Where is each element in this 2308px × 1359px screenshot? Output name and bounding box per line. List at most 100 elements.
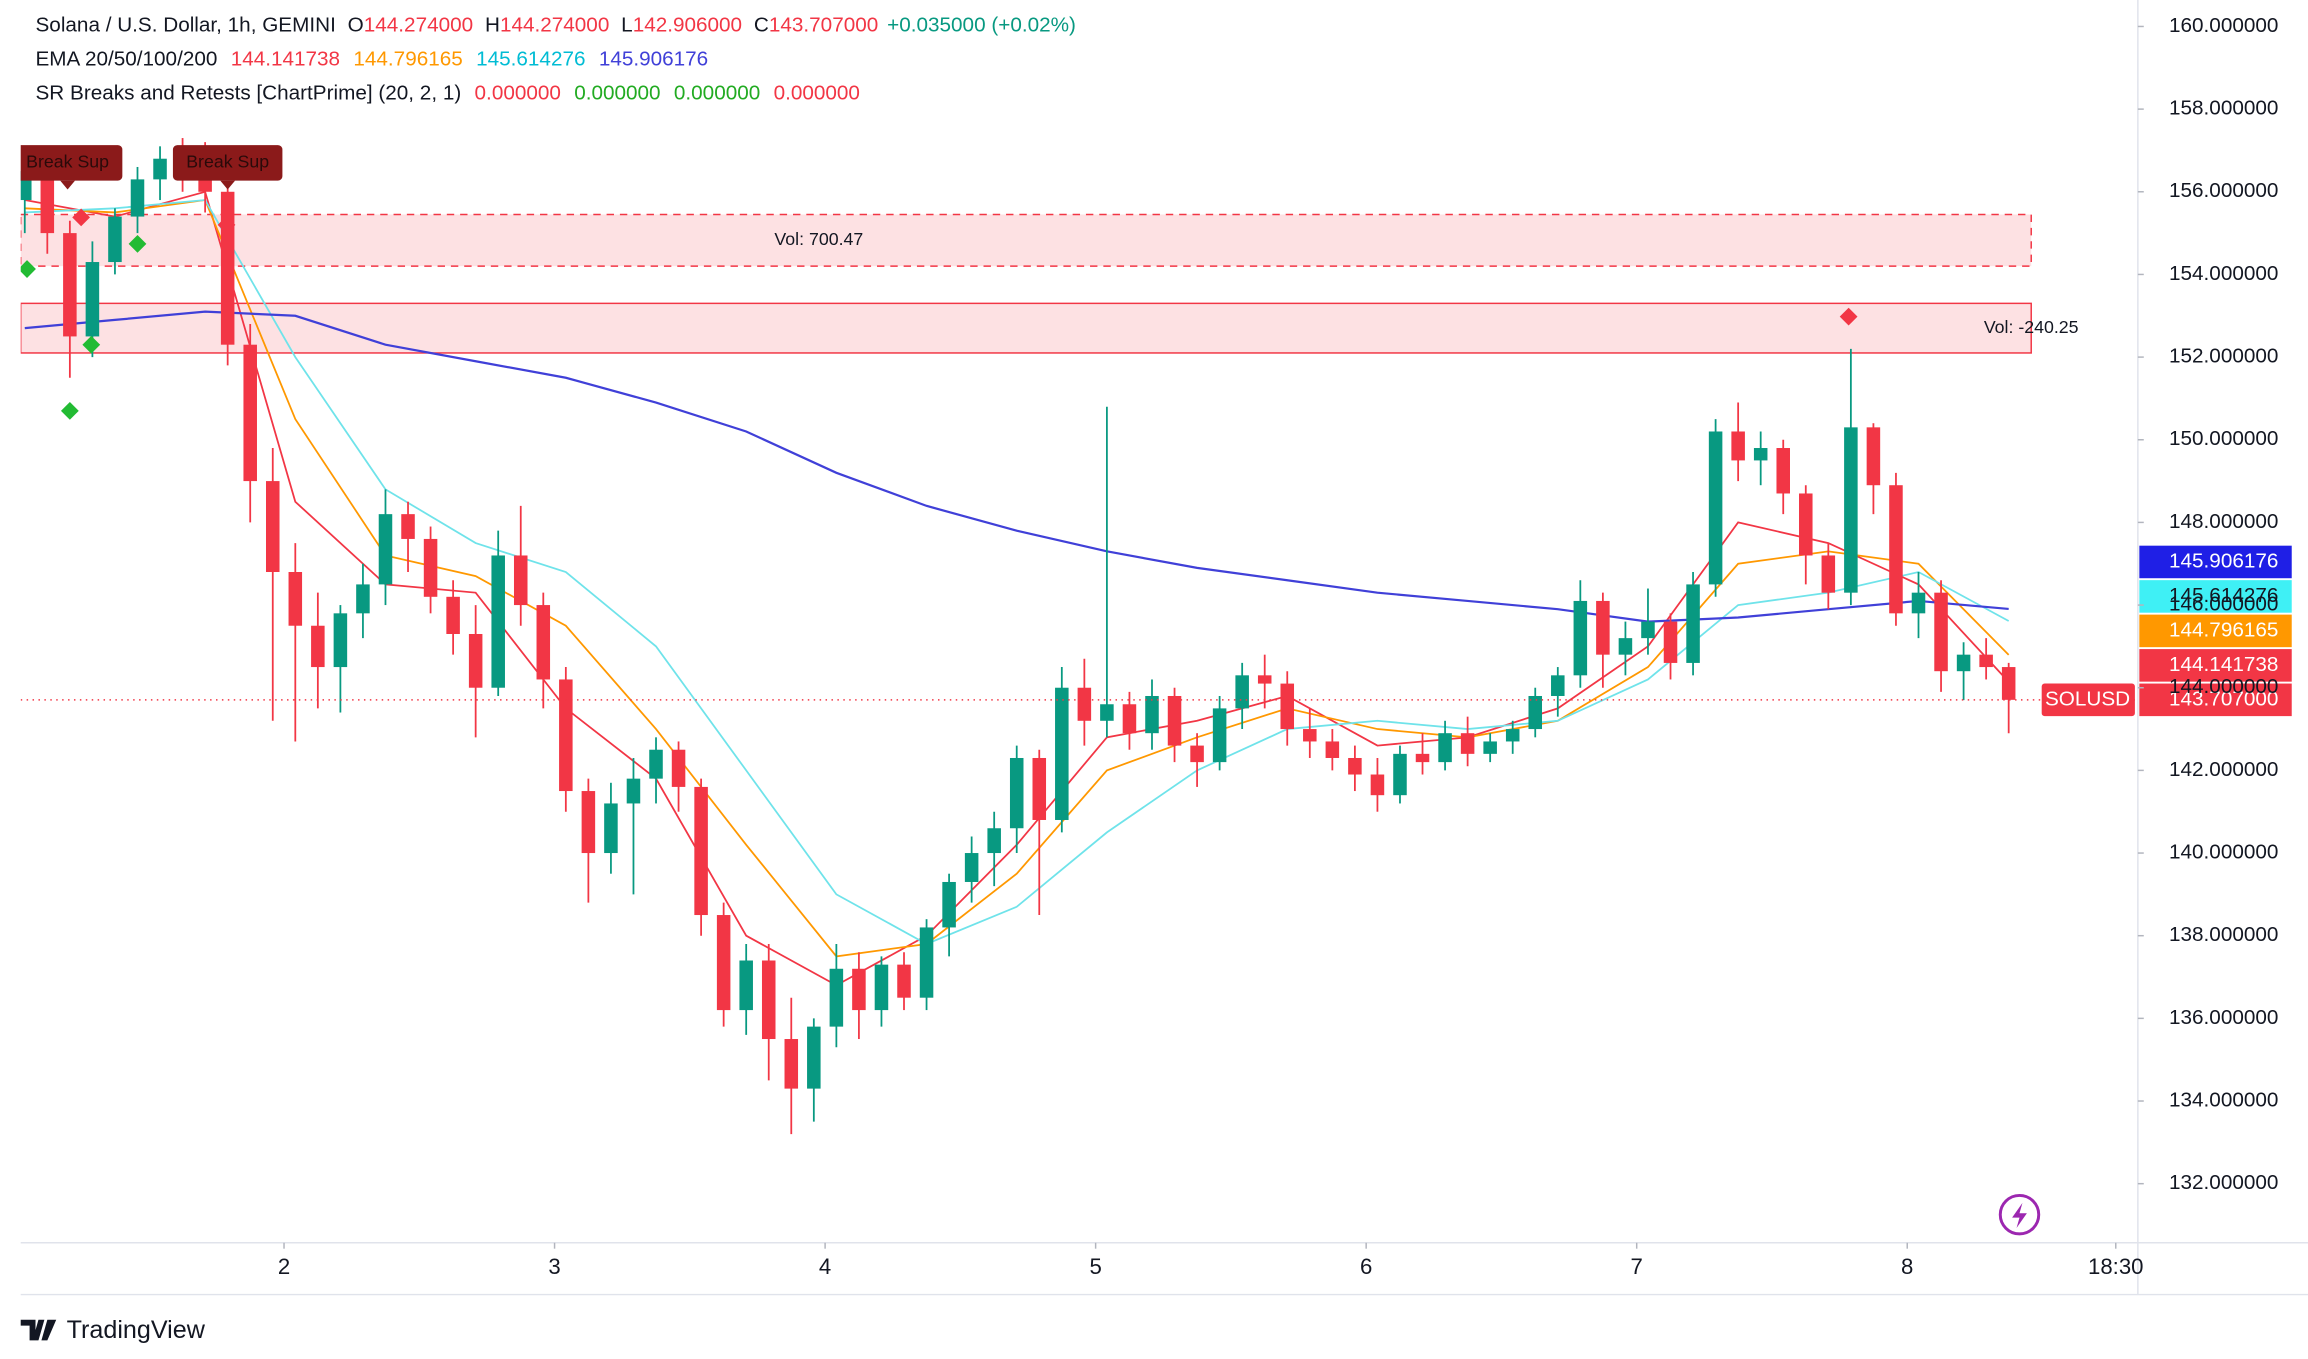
signal-marker <box>217 215 236 234</box>
candle-body <box>581 791 596 854</box>
ohlc-key: H <box>485 14 500 37</box>
annotation-label: Break Sup <box>26 152 109 172</box>
candle-body <box>1348 757 1362 775</box>
header-line: EMA 20/50/100/200 144.141738 144.796165 145… <box>36 48 709 71</box>
lightning-button[interactable] <box>1998 1193 2041 1236</box>
candle-body <box>491 555 505 688</box>
candle-body <box>468 633 483 688</box>
signal-marker <box>82 335 101 354</box>
candle-body <box>919 927 934 998</box>
ema-line <box>24 199 2010 958</box>
candle-body <box>829 968 844 1027</box>
candle-body <box>108 216 122 263</box>
ohlc-value: 144.274000 <box>364 14 473 37</box>
signal-marker <box>1839 307 1858 326</box>
candle-body <box>40 171 55 234</box>
candle-body <box>1370 774 1385 796</box>
sr-value: 0.000000 <box>674 82 760 105</box>
candle-body <box>1618 638 1633 655</box>
ema-line <box>24 199 2010 945</box>
signal-marker <box>128 234 147 253</box>
y-tick-label: 152.000000 <box>2169 345 2278 368</box>
candle-body <box>1100 704 1114 721</box>
candle-body <box>1257 675 1272 684</box>
candle-body <box>1753 448 1768 461</box>
candle-body <box>1573 600 1588 676</box>
plot-area: Break Sup Break Sup <box>20 138 2138 1135</box>
ema-line <box>24 310 2009 623</box>
y-tick-label: 146.000000 <box>2169 593 2278 616</box>
y-tick-label: 154.000000 <box>2169 262 2278 285</box>
candle-body <box>2001 667 2016 700</box>
candle-body <box>897 964 911 998</box>
candle-body <box>1393 753 1407 796</box>
lightning-circle[interactable] <box>1998 1193 2041 1236</box>
candle-body <box>1415 753 1430 763</box>
candle-body <box>446 596 460 634</box>
ema-box-label: 144.796165 <box>2169 618 2278 641</box>
price-box-label: 143.707000 <box>2169 687 2278 710</box>
candle-body <box>288 572 303 626</box>
ema-box-label: 145.614276 <box>2169 584 2278 607</box>
candle-body <box>423 538 438 597</box>
candle-body <box>1077 687 1092 721</box>
candle-body <box>1528 695 1543 730</box>
candle-body <box>1799 493 1813 556</box>
candle-body <box>220 191 235 345</box>
ema-box-label: 144.141738 <box>2169 653 2278 676</box>
candle-body <box>671 749 686 787</box>
candle-body <box>716 915 731 1011</box>
logo: TradingView <box>20 1316 206 1344</box>
x-tick-label: 6 <box>1360 1254 1372 1279</box>
candle-body <box>1190 745 1204 763</box>
zone-label: Vol: -240.25 <box>1984 317 2079 337</box>
candle-body <box>1009 757 1024 829</box>
candle-body <box>1911 592 1926 614</box>
candle-body <box>1212 708 1227 763</box>
change: +0.035000 (+0.02%) <box>887 14 1076 37</box>
y-tick-label: 148.000000 <box>2169 510 2278 533</box>
ema-box <box>2139 545 2292 579</box>
lightning-icon[interactable] <box>2012 1202 2027 1228</box>
candle-body <box>964 853 979 882</box>
candle-body <box>852 968 866 1011</box>
symbol-label: SOLUSD <box>2045 687 2130 710</box>
candle-body <box>604 803 618 854</box>
ohlc-key: O <box>348 14 364 37</box>
sr-value: 0.000000 <box>574 82 660 105</box>
y-tick-label: 142.000000 <box>2169 758 2278 781</box>
candle-body <box>1460 733 1475 754</box>
sr-zone <box>20 302 2032 354</box>
ohlc-value: 142.906000 <box>633 14 742 37</box>
candle-body <box>536 605 551 680</box>
candle-body <box>1866 427 1881 486</box>
brand: TradingView <box>67 1316 206 1344</box>
candle-body <box>1032 757 1047 820</box>
candle-body <box>378 514 393 585</box>
x-tick-label: 5 <box>1089 1254 1101 1279</box>
ema-box <box>2139 580 2292 613</box>
x-tick-label: 3 <box>548 1254 560 1279</box>
ema-value: 145.906176 <box>599 48 708 71</box>
signal-marker <box>20 260 36 278</box>
annotation-label: Break Sup <box>186 152 269 172</box>
candle-body <box>987 828 1001 854</box>
ema-box-label: 145.906176 <box>2169 549 2278 572</box>
candle-body <box>130 179 145 217</box>
ema-value: 144.141738 <box>231 48 340 71</box>
candle-body <box>243 344 257 482</box>
annotation-pointer <box>60 180 76 190</box>
sr-title: SR Breaks and Retests [ChartPrime] (20, … <box>36 82 462 105</box>
candle-body <box>649 749 663 779</box>
header-line: SR Breaks and Retests [ChartPrime] (20, … <box>36 82 860 105</box>
sr-zone <box>20 213 2032 267</box>
candle-body <box>356 584 370 614</box>
candle-body <box>1956 654 1971 672</box>
candle-body <box>1708 431 1723 585</box>
ohlc-value: 143.707000 <box>769 14 878 37</box>
candle-body <box>694 786 708 916</box>
ema-box <box>2139 614 2292 648</box>
candle-body <box>1686 584 1700 663</box>
